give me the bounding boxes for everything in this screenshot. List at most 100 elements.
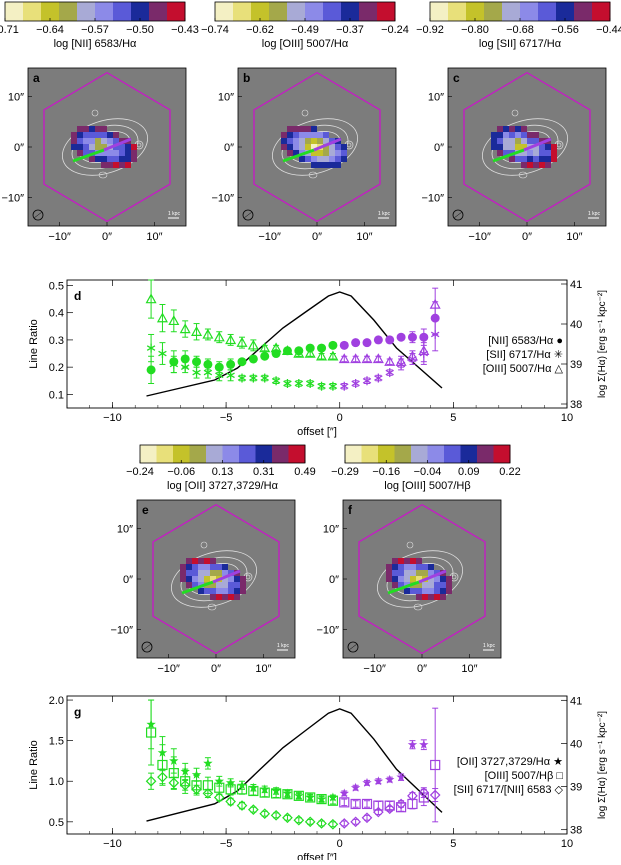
colorbar-swatch [460,445,478,463]
map-pixel [329,138,335,144]
colorbar-tick-label: 0.49 [294,466,315,478]
map-pixel [422,594,428,600]
data-point-square [305,792,316,803]
scale-bar-label: 1 kpc [483,643,495,649]
map-pixel [77,138,83,144]
slit-line-purple [418,569,447,584]
map-pixel [341,144,347,150]
map-pixel [398,564,404,570]
map-pixel [210,576,216,582]
colorbar-swatch [222,445,240,463]
map-pixel [434,594,440,600]
colorbar-tick-label: −0.50 [126,24,154,36]
data-point-asterisk [374,373,383,383]
map-pixel [410,576,416,582]
chart-d-svg: −10 −5 0 5 10 0.1 0.2 0.3 0.4 0.5 38 39 40 41 offset [… [28,279,608,438]
map-pixel [293,126,299,132]
colorbar-swatch [95,2,114,21]
data-point-square [225,784,236,795]
colorbar-tick-label: −0.74 [201,24,229,36]
map-panel-f: f 1 kpc −10″ 0″ 10″ 10″ 0″ −10″ [316,499,502,675]
map-pixel [311,126,317,132]
map-pixel [287,138,293,144]
map-pixel [422,588,428,594]
data-point-asterisk [305,378,315,388]
map-pixel [204,576,210,582]
y2-tick-label: 39 [570,359,582,371]
map-pixel [234,594,240,600]
colorbar-2: −0.92 −0.80 −0.68 −0.56 −0.44 log [SII] 6717/… [416,1,621,50]
map-pixel [341,150,347,156]
x-tick-label: 5 [450,838,456,850]
map-pixel [192,564,198,570]
map-pixel [125,144,131,150]
map-pixel [83,126,89,132]
data-point-triangle [395,355,407,366]
map-pixel [404,588,410,594]
asterisk-stroke [385,369,394,376]
map-pixel [323,150,329,156]
map-pixel [281,132,287,138]
slit-line-green [72,148,105,163]
map-pixel [107,162,113,168]
slit-line-purple [212,569,241,584]
map-pixel [545,144,551,150]
data-point-diamond [157,771,168,783]
map-pixel [323,156,329,162]
flux-contour [61,118,149,176]
colorbar-tick-label: −0.44 [596,24,621,36]
map-pixel [392,570,398,576]
map-x-tick-label: 0″ [522,231,532,243]
map-pixel [101,126,107,132]
map-pixel [329,162,335,168]
map-pixel [228,594,234,600]
map-pixel [497,132,503,138]
data-point-diamond [304,816,316,828]
data-point-asterisk [362,376,372,386]
data-point-triangle [168,315,180,326]
map-pixel [305,132,311,138]
x-tick-label: −5 [220,838,233,850]
data-point-circle [146,365,156,375]
map-pixel [545,156,551,162]
map-pixel [533,156,539,162]
ifu-hexagon [152,503,280,655]
map-pixel [71,138,77,144]
colorbar-swatch [444,445,461,463]
map-pixel [240,582,246,588]
map-y-tick-label: −10″ [110,625,133,637]
map-pixel [521,138,527,144]
colorbar-swatch [430,2,449,21]
map-pixel [125,150,131,156]
map-pixel [311,150,317,156]
data-point-diamond [429,789,441,801]
map-pixel [503,138,509,144]
data-point-star [396,772,406,782]
map-pixel [416,582,422,588]
map-pixel [539,162,545,168]
map-pixel [113,138,119,144]
map-pixel [287,132,293,138]
data-point-triangle [304,347,316,358]
y2-axis-label: log Σ(Hα) [erg s⁻¹ kpc⁻²] [597,711,608,819]
map-pixel [434,570,440,576]
map-pixel [113,144,119,150]
map-pixel [503,132,509,138]
map-pixel [234,588,240,594]
flux-contour [98,171,108,179]
map-pixel [119,150,125,156]
map-x-tick-label: −10″ [48,231,71,243]
asterisk-stroke [203,369,213,376]
map-pixel [503,126,509,132]
asterisk-stroke [283,380,292,387]
map-x-tick-label: 0″ [102,231,112,243]
colorbar-swatch [377,2,396,21]
data-point-triangle [145,293,157,304]
colorbar-swatch [574,2,593,21]
psf-beam-icon [347,641,359,653]
flux-contour [308,171,318,179]
map-pixel [89,144,95,150]
map-pixel [386,576,392,582]
map-pixel [539,138,545,144]
asterisk-stroke [340,383,349,390]
